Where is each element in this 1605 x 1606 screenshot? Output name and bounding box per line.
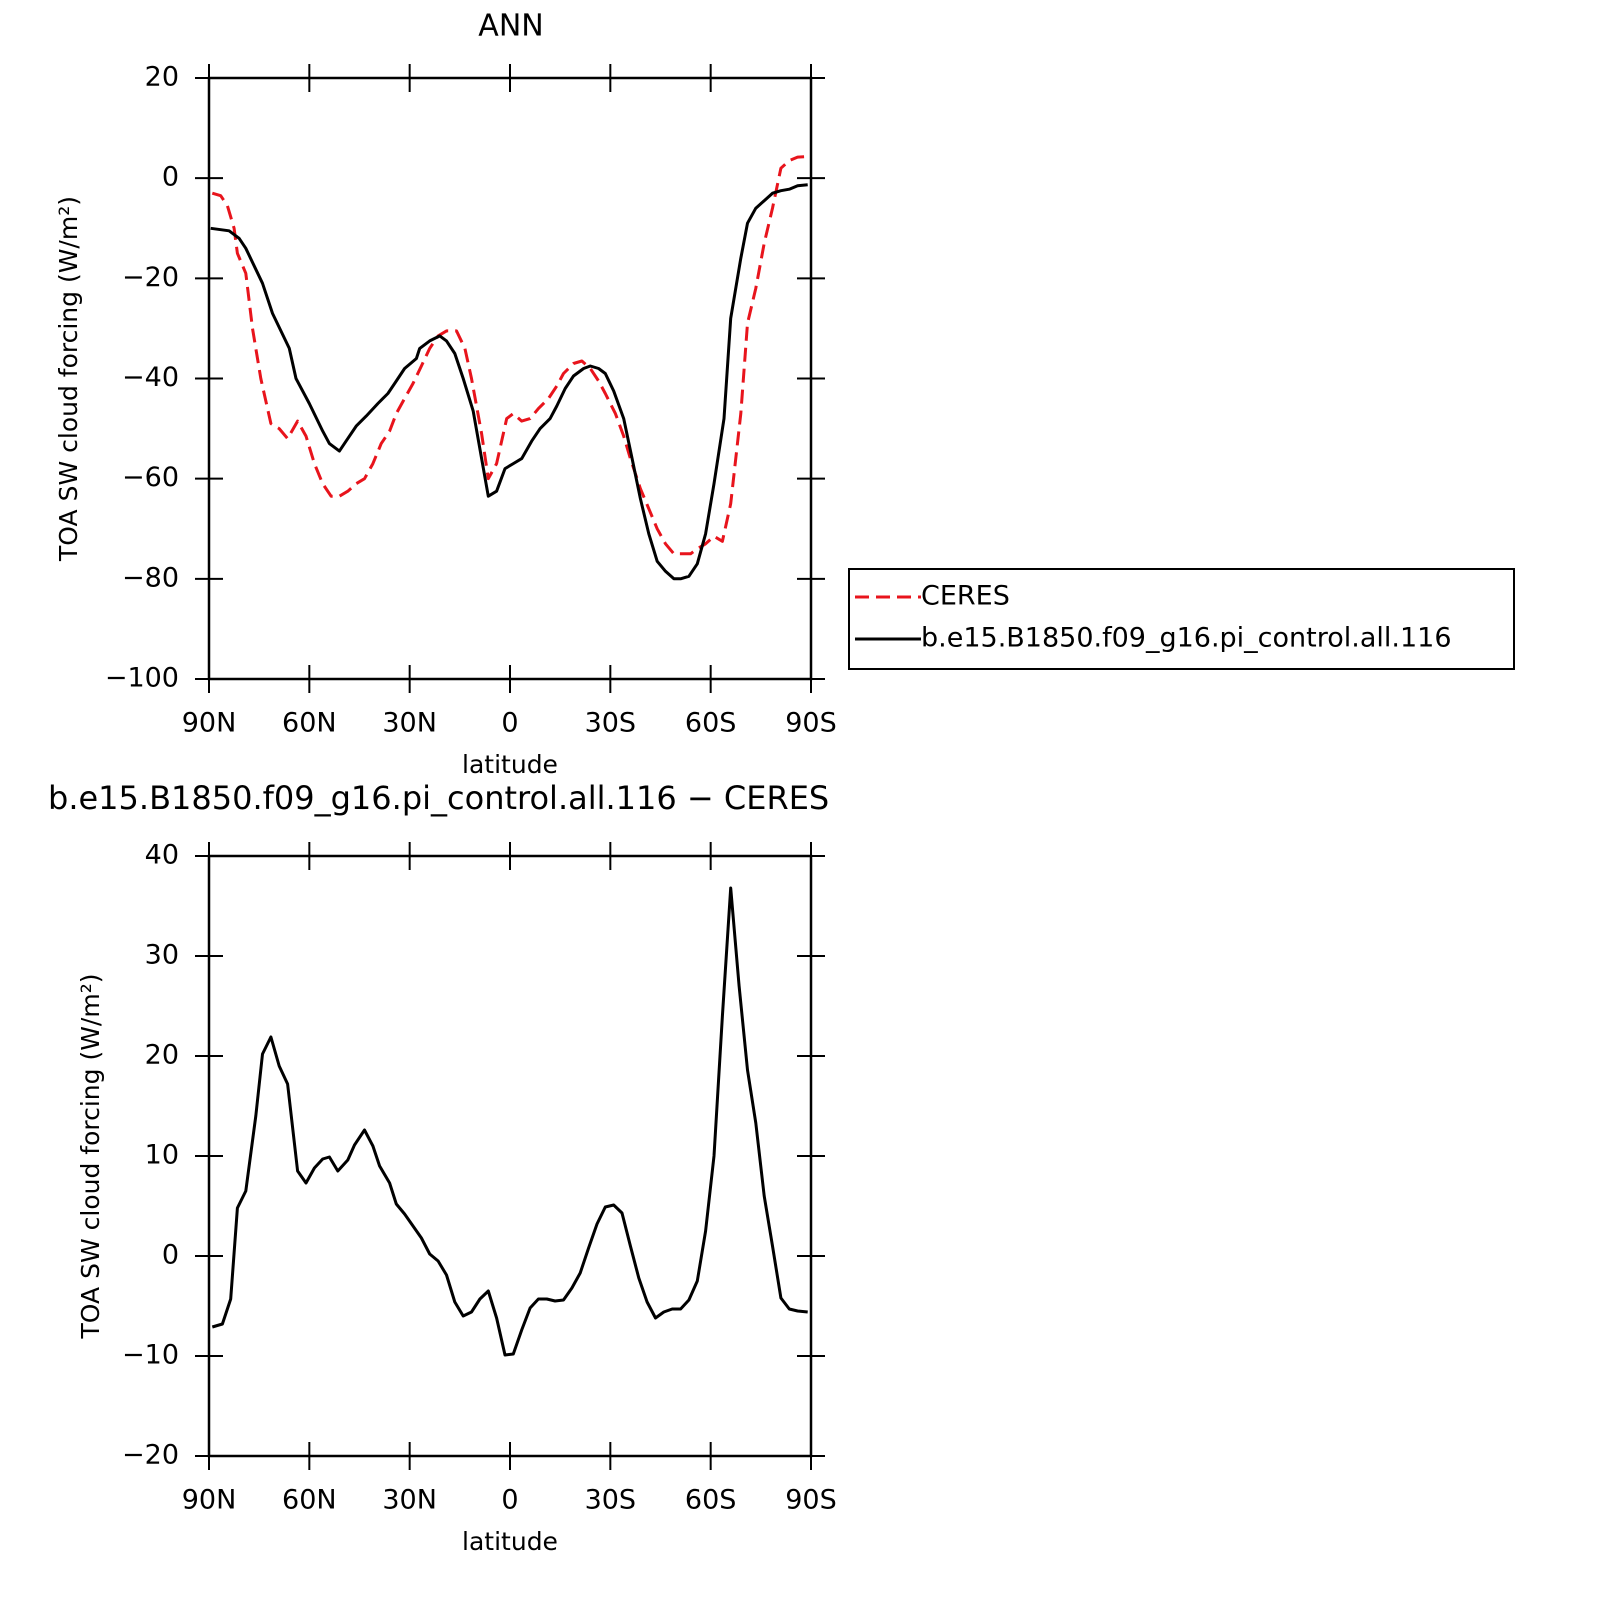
- x-tick-label: 60S: [685, 708, 737, 739]
- y-tick-label: −20: [122, 262, 179, 293]
- data-line: [211, 155, 808, 556]
- y-tick-label: 20: [145, 1040, 179, 1071]
- y-tick-label: −60: [122, 462, 179, 493]
- y-tick-label: 0: [162, 162, 179, 193]
- plot-frame: [207, 854, 813, 1458]
- x-axis-label: latitude: [462, 1527, 558, 1556]
- x-tick-label: 90S: [785, 708, 837, 739]
- y-tick-label: −10: [122, 1340, 179, 1371]
- x-tick-label: 0: [501, 1485, 518, 1516]
- x-tick-label: 30N: [382, 708, 437, 739]
- y-tick-label: −20: [122, 1440, 179, 1471]
- y-tick-label: −80: [122, 562, 179, 593]
- legend-box: [848, 568, 1515, 670]
- y-tick-label: 0: [162, 1240, 179, 1271]
- legend-label: b.e15.B1850.f09_g16.pi_control.all.116: [921, 623, 1452, 654]
- legend-label: CERES: [921, 581, 1010, 612]
- y-tick-label: 40: [145, 840, 179, 871]
- x-tick-label: 30S: [585, 1485, 637, 1516]
- x-tick-label: 30S: [585, 708, 637, 739]
- x-tick-label: 90S: [785, 1485, 837, 1516]
- chart-title: b.e15.B1850.f09_g16.pi_control.all.116 −…: [48, 779, 829, 817]
- plot-frame: [207, 76, 813, 681]
- y-tick-label: −100: [105, 663, 179, 694]
- x-tick-label: 30N: [382, 1485, 437, 1516]
- y-axis-label: TOA SW cloud forcing (W/m²): [54, 196, 83, 562]
- x-tick-label: 90N: [182, 1485, 237, 1516]
- x-tick-label: 90N: [182, 708, 237, 739]
- chart-title: ANN: [478, 9, 543, 44]
- y-tick-label: 30: [145, 940, 179, 971]
- y-tick-label: 20: [145, 62, 179, 93]
- y-tick-label: 10: [145, 1140, 179, 1171]
- x-tick-label: 0: [501, 708, 518, 739]
- y-tick-label: −40: [122, 362, 179, 393]
- data-line: [210, 183, 808, 581]
- data-line: [211, 886, 808, 1357]
- x-tick-label: 60N: [282, 708, 337, 739]
- x-axis-label: latitude: [462, 750, 558, 779]
- x-tick-label: 60S: [685, 1485, 737, 1516]
- y-axis-label: TOA SW cloud forcing (W/m²): [76, 974, 105, 1340]
- x-tick-label: 60N: [282, 1485, 337, 1516]
